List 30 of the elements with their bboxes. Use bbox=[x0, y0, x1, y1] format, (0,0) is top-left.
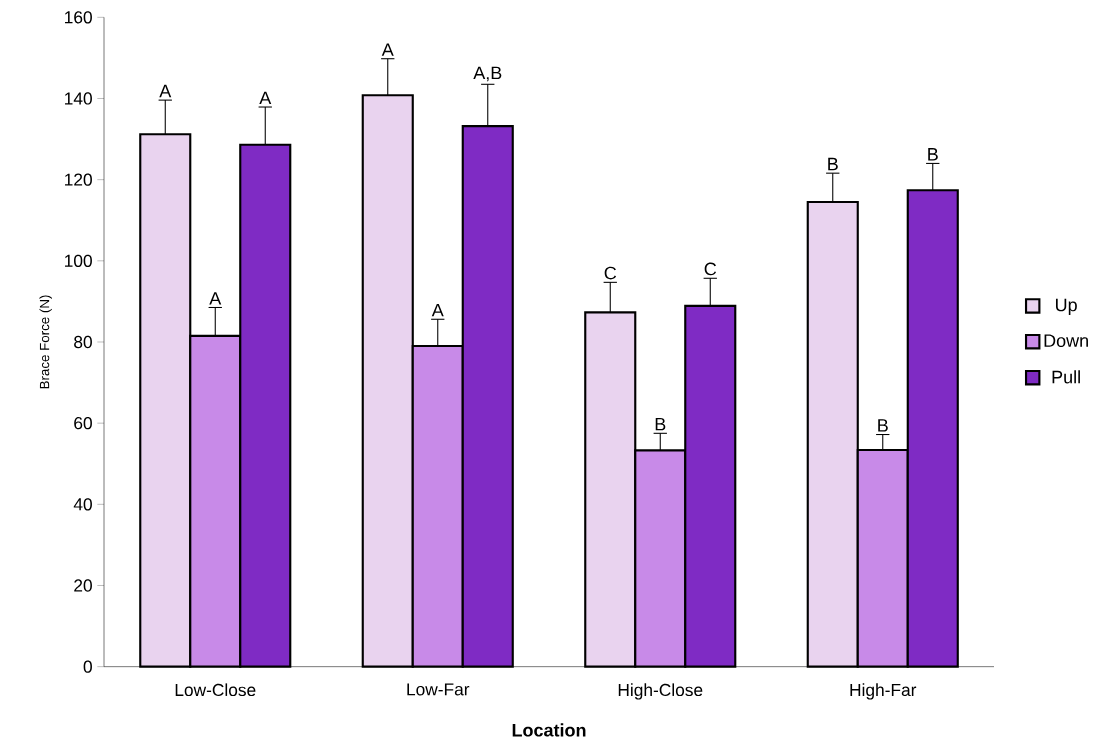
y-tick-label: 60 bbox=[74, 416, 92, 430]
y-tick-label: 40 bbox=[73, 498, 92, 511]
x-tick-label: High-Far bbox=[850, 683, 917, 700]
data-label: A,B bbox=[473, 66, 502, 82]
x-axis-title: Location bbox=[512, 723, 586, 737]
data-label: A bbox=[259, 91, 272, 104]
x-tick-label: Low-Far bbox=[407, 683, 470, 696]
data-label: B bbox=[655, 417, 666, 431]
x-tick-label: Low-Close bbox=[175, 683, 256, 696]
x-tick-label: High-Close bbox=[618, 683, 703, 700]
data-label: A bbox=[159, 84, 172, 98]
y-tick-label: 120 bbox=[65, 173, 92, 186]
y-tick-label: 0 bbox=[83, 660, 92, 673]
data-label: B bbox=[928, 147, 938, 161]
legend-label: Up bbox=[1055, 298, 1077, 315]
y-axis-title: Brace Force (N) bbox=[39, 295, 52, 389]
data-label: A bbox=[209, 292, 222, 305]
data-label: C bbox=[704, 262, 717, 276]
legend-label: Down bbox=[1044, 334, 1088, 347]
data-label: B bbox=[828, 157, 838, 171]
y-tick-label: 80 bbox=[74, 335, 92, 348]
data-label: A bbox=[431, 303, 444, 317]
y-tick-label: 100 bbox=[65, 254, 92, 267]
y-tick-label: 140 bbox=[65, 92, 92, 105]
data-label: C bbox=[604, 266, 617, 280]
y-tick-label: 160 bbox=[65, 11, 92, 24]
data-label: B bbox=[878, 419, 888, 432]
legend-label: Pull bbox=[1052, 370, 1080, 384]
data-label: A bbox=[381, 43, 394, 56]
y-tick-label: 20 bbox=[74, 579, 92, 592]
